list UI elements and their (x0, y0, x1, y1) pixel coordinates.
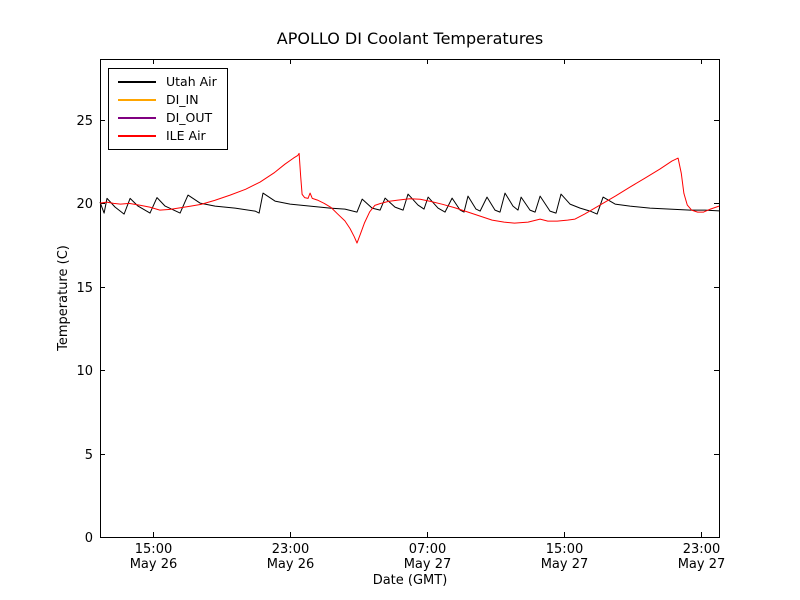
y-axis-label: Temperature (C) (56, 245, 71, 351)
legend-line-sample (118, 135, 156, 137)
legend-item: Utah Air (118, 73, 217, 91)
x-tick-date-label: May 27 (678, 557, 726, 572)
x-tick-time-label: 23:00 (683, 542, 720, 557)
x-axis-label: Date (GMT) (372, 573, 448, 588)
series-line-ile-air (99, 152, 720, 244)
legend-line-sample (118, 117, 156, 119)
series-line-utah-air (99, 192, 720, 215)
y-tick-label: 20 (76, 197, 93, 212)
legend-item: DI_IN (118, 91, 217, 109)
legend-label: Utah Air (166, 74, 217, 89)
x-tick-date-label: May 26 (267, 557, 315, 572)
x-tick-time-label: 23:00 (272, 542, 309, 557)
legend-label: ILE Air (166, 128, 206, 143)
chart-title: APOLLO DI Coolant Temperatures (276, 29, 544, 48)
y-tick-label: 15 (76, 281, 93, 296)
plot-frame (100, 59, 720, 538)
x-tick-date-label: May 26 (130, 557, 178, 572)
legend-label: DI_IN (166, 92, 199, 107)
legend-line-sample (118, 99, 156, 101)
legend-label: DI_OUT (166, 110, 213, 125)
y-tick-label: 5 (85, 448, 93, 463)
legend: Utah Air DI_IN DI_OUT ILE Air (108, 68, 228, 150)
legend-item: ILE Air (118, 127, 217, 145)
legend-item: DI_OUT (118, 109, 217, 127)
x-tick-time-label: 07:00 (409, 542, 446, 557)
x-tick-time-label: 15:00 (546, 542, 583, 557)
y-tick-label: 0 (85, 531, 93, 546)
x-tick-date-label: May 27 (404, 557, 452, 572)
x-tick-date-label: May 27 (541, 557, 589, 572)
y-tick-label: 10 (76, 364, 93, 379)
legend-line-sample (118, 81, 156, 83)
x-tick-time-label: 15:00 (135, 542, 172, 557)
y-tick-label: 25 (76, 114, 93, 129)
